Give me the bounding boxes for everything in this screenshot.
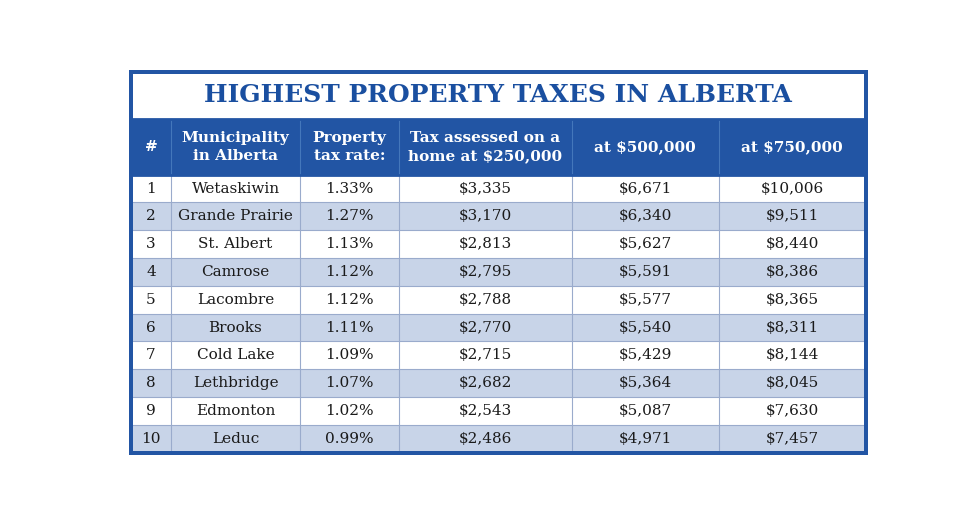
Bar (131, 202, 865, 230)
Text: $5,087: $5,087 (618, 404, 672, 418)
Text: $8,440: $8,440 (765, 237, 818, 251)
Text: 3: 3 (146, 237, 156, 251)
Text: Lacombre: Lacombre (197, 293, 274, 307)
Text: $2,788: $2,788 (459, 293, 512, 307)
Text: $5,591: $5,591 (618, 265, 672, 279)
Bar (131, 425, 865, 453)
Text: 1.27%: 1.27% (325, 209, 373, 223)
Bar (131, 286, 865, 313)
Text: $3,335: $3,335 (459, 182, 512, 196)
Text: Cold Lake: Cold Lake (196, 348, 274, 362)
Text: 1: 1 (146, 182, 156, 196)
Text: $8,365: $8,365 (766, 293, 818, 307)
Text: Tax assessed on a
home at $250,000: Tax assessed on a home at $250,000 (408, 131, 563, 163)
Text: 9: 9 (146, 404, 156, 418)
Text: $3,170: $3,170 (459, 209, 512, 223)
Text: $2,486: $2,486 (459, 432, 512, 446)
Bar (131, 175, 865, 202)
Text: Camrose: Camrose (201, 265, 269, 279)
Bar (131, 313, 865, 342)
Bar (131, 72, 865, 119)
Bar (131, 230, 865, 258)
Text: Grande Prairie: Grande Prairie (178, 209, 293, 223)
Text: 1.33%: 1.33% (326, 182, 373, 196)
Text: 1.12%: 1.12% (325, 265, 373, 279)
Text: 0.99%: 0.99% (325, 432, 373, 446)
Text: $2,770: $2,770 (459, 321, 512, 335)
Bar (131, 119, 865, 175)
Text: $2,682: $2,682 (459, 376, 512, 390)
Text: $5,577: $5,577 (618, 293, 672, 307)
Text: HIGHEST PROPERTY TAXES IN ALBERTA: HIGHEST PROPERTY TAXES IN ALBERTA (204, 84, 792, 107)
Text: $5,627: $5,627 (618, 237, 672, 251)
Text: $2,715: $2,715 (459, 348, 512, 362)
Text: 10: 10 (141, 432, 160, 446)
Text: $9,511: $9,511 (765, 209, 818, 223)
Text: $8,386: $8,386 (766, 265, 818, 279)
Text: Wetaskiwin: Wetaskiwin (191, 182, 280, 196)
Text: $5,540: $5,540 (618, 321, 672, 335)
Text: 1.12%: 1.12% (325, 293, 373, 307)
Text: $8,311: $8,311 (765, 321, 818, 335)
Text: $2,813: $2,813 (459, 237, 512, 251)
Text: Lethbridge: Lethbridge (192, 376, 278, 390)
Bar (131, 342, 865, 370)
Text: 6: 6 (146, 321, 156, 335)
Text: $8,045: $8,045 (765, 376, 818, 390)
Bar (131, 370, 865, 397)
Text: $2,795: $2,795 (459, 265, 512, 279)
Text: $5,364: $5,364 (618, 376, 672, 390)
Text: $7,630: $7,630 (765, 404, 818, 418)
Text: $6,671: $6,671 (618, 182, 672, 196)
Text: $7,457: $7,457 (766, 432, 818, 446)
Text: 1.07%: 1.07% (325, 376, 373, 390)
Text: #: # (145, 140, 157, 154)
Text: St. Albert: St. Albert (198, 237, 272, 251)
Text: $2,543: $2,543 (459, 404, 512, 418)
Text: Edmonton: Edmonton (195, 404, 275, 418)
Text: 2: 2 (146, 209, 156, 223)
Bar (131, 397, 865, 425)
Text: Property
tax rate:: Property tax rate: (312, 131, 386, 163)
Text: 8: 8 (146, 376, 156, 390)
Text: 4: 4 (146, 265, 156, 279)
Text: 7: 7 (146, 348, 156, 362)
Text: $10,006: $10,006 (760, 182, 823, 196)
Text: $8,144: $8,144 (765, 348, 818, 362)
Text: $6,340: $6,340 (618, 209, 672, 223)
Text: 1.09%: 1.09% (325, 348, 373, 362)
Text: 5: 5 (146, 293, 156, 307)
Text: Brooks: Brooks (209, 321, 262, 335)
Text: 1.02%: 1.02% (325, 404, 373, 418)
Text: $4,971: $4,971 (618, 432, 672, 446)
Text: $5,429: $5,429 (618, 348, 672, 362)
Text: 1.11%: 1.11% (325, 321, 373, 335)
Bar (131, 258, 865, 286)
Text: at $750,000: at $750,000 (742, 140, 843, 154)
Text: Leduc: Leduc (212, 432, 260, 446)
Text: at $500,000: at $500,000 (594, 140, 696, 154)
Text: 1.13%: 1.13% (325, 237, 373, 251)
Text: Municipality
in Alberta: Municipality in Alberta (182, 131, 290, 163)
